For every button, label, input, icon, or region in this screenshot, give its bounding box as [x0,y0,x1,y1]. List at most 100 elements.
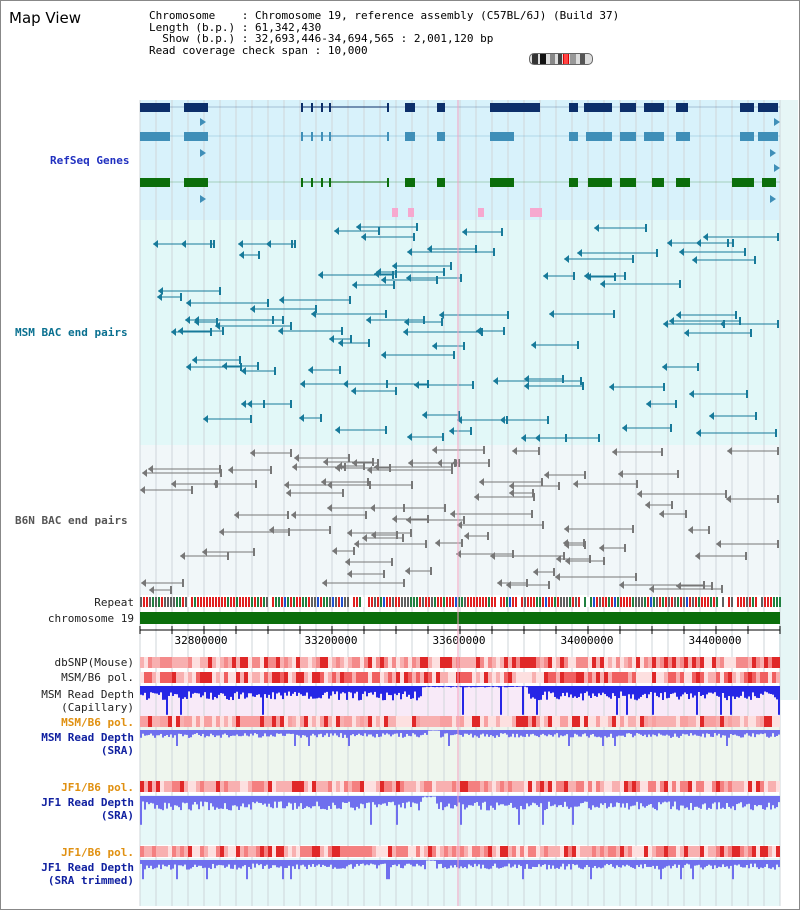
jf1-b6-pol-strip [760,846,764,857]
gene-exon [586,132,612,141]
dbsnp-strip [504,657,508,668]
msm-sra-depth-bar [746,730,748,734]
msm-capillary-depth-bar [566,686,568,693]
dbsnp-strip [296,657,300,668]
msm-b6-pol-strip [660,672,664,683]
msm-sra-depth-bar [490,730,492,736]
jf1-trimmed-depth-bar [176,860,178,880]
jf1-sra-depth-bar [578,796,580,807]
chromosome-ideogram[interactable] [529,53,593,65]
track-label-msm-b6-pol-2[interactable]: MSM/B6 pol. [61,716,134,729]
track-label-jf1-depth-trimmed[interactable]: JF1 Read Depth (SRA trimmed) [41,861,134,887]
jf1-trimmed-depth-bar [748,860,750,869]
track-label-dbsnp[interactable]: dbSNP(Mouse) [54,656,134,669]
dbsnp-strip [280,657,284,668]
jf1-b6-pol-strip [684,781,688,792]
jf1-sra-depth-bar [266,796,268,807]
msm-b6-pol-strip [340,672,344,683]
jf1-b6-pol-strip [392,846,396,857]
jf1-sra-depth-bar [264,796,266,804]
dbsnp-strip [284,657,288,668]
msm-capillary-depth-bar [182,686,184,699]
dbsnp-strip [640,657,644,668]
b6n-bac-pair-end [365,511,367,519]
jf1-sra-depth-bar [744,796,746,807]
jf1-trimmed-depth-bar [698,860,700,865]
track-label-jf1-depth-sra[interactable]: JF1 Read Depth (SRA) [41,796,134,822]
track-label-jf1-b6-pol-2[interactable]: JF1/B6 pol. [61,846,134,859]
jf1-b6-pol-strip [568,781,572,792]
jf1-sra-depth-bar [770,796,772,810]
jf1-trimmed-depth-bar [236,860,238,870]
jf1-sra-depth-bar [166,796,168,809]
track-label-msm-bac[interactable]: MSM BAC end pairs [15,326,128,339]
track-label-msm-b6-pol-1[interactable]: MSM/B6 pol. [61,671,134,684]
track-label-msm-depth-sra[interactable]: MSM Read Depth (SRA) [41,731,134,757]
msm-b6-pol-strip [632,716,636,727]
jf1-b6-pol-strip [256,846,260,857]
msm-sra-depth-bar [446,730,448,734]
track-label-jf1-b6-pol-1[interactable]: JF1/B6 pol. [61,781,134,794]
msm-capillary-depth-bar [632,686,634,695]
b6n-bac-pair-end [347,529,352,537]
msm-sra-depth-bar [694,730,696,735]
b6n-bac-pair-end [430,567,432,575]
msm-bac-pair-end [696,429,701,437]
msm-sra-depth-bar [728,730,730,738]
msm-capillary-depth-bar [444,686,446,687]
jf1-sra-depth-bar [184,796,186,804]
msm-b6-pol-strip [272,672,276,683]
msm-sra-depth-bar [692,730,694,736]
jf1-sra-depth-bar [720,796,722,809]
msm-capillary-depth-bar [428,686,430,688]
msm-capillary-depth-bar [240,686,242,695]
jf1-trimmed-depth-bar [706,860,708,866]
msm-bac-pair-end [462,228,467,236]
jf1-b6-pol-strip [656,781,660,792]
jf1-trimmed-depth-bar [148,860,150,869]
dbsnp-strip [240,657,244,668]
track-label-repeat[interactable]: Repeat [94,596,134,609]
dbsnp-strip [328,657,332,668]
jf1-b6-pol-strip [400,781,404,792]
jf1-sra-depth-bar [728,796,730,807]
jf1-sra-depth-bar [710,796,712,809]
jf1-trimmed-depth-bar [384,860,386,864]
b6n-bac-pair-end [425,540,427,548]
jf1-sra-depth-bar [282,796,284,809]
ideogram-position-marker[interactable] [563,54,569,64]
jf1-b6-pol-strip [744,846,748,857]
msm-sra-depth-bar [608,730,610,737]
b6n-bac-pair-end [490,552,495,560]
track-label-refseq[interactable]: RefSeq Genes [50,154,130,167]
msm-capillary-depth-bar [346,686,348,700]
msm-capillary-depth-bar [194,686,196,693]
dbsnp-strip [716,657,720,668]
jf1-trimmed-depth-bar [728,860,730,869]
jf1-b6-pol-strip [252,846,256,857]
jf1-b6-pol-strip [228,846,232,857]
msm-capillary-depth-bar [312,686,314,699]
jf1-b6-pol-strip [348,846,352,857]
msm-capillary-depth-bar [746,686,748,699]
jf1-sra-depth-bar [648,796,650,805]
msm-sra-depth-bar [440,730,442,738]
jf1-sra-depth-bar [366,796,368,803]
jf1-trimmed-depth-bar [648,860,650,867]
jf1-trimmed-depth-bar [364,860,366,866]
msm-bac-pair-end [543,272,548,280]
jf1-trimmed-depth-bar [304,860,306,867]
jf1-sra-depth-bar [650,796,652,805]
track-label-b6n-bac[interactable]: B6N BAC end pairs [15,514,128,527]
msm-sra-depth-bar [740,730,742,738]
jf1-sra-depth-bar [614,796,616,807]
msm-capillary-depth-bar [400,686,402,700]
jf1-b6-pol-strip [464,781,468,792]
jf1-b6-pol-strip [336,846,340,857]
track-label-msm-depth-capillary[interactable]: MSM Read Depth (Capillary) [41,688,134,714]
jf1-b6-pol-strip [536,781,540,792]
msm-sra-depth-bar [560,730,562,736]
tick-label: 34000000 [561,634,614,647]
b6n-bac-pair-end [512,550,514,558]
